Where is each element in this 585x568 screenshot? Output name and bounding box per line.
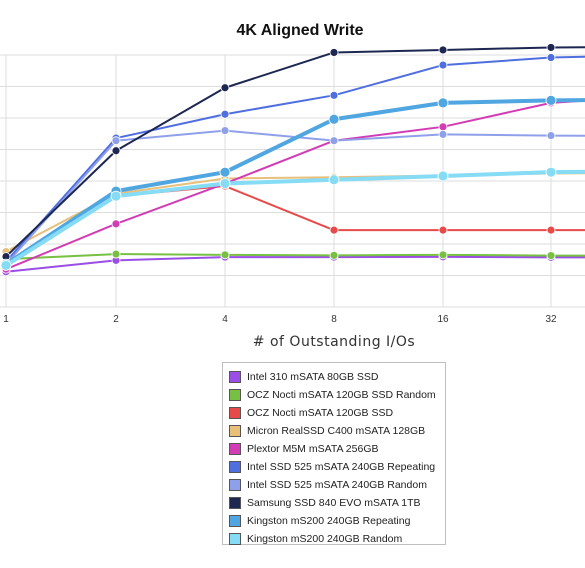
x-tick-label: 2 [113,314,119,325]
data-point [111,249,121,259]
legend-label: Plextor M5M mSATA 256GB [247,443,379,455]
series-9 [0,166,585,271]
data-point [220,109,230,119]
legend-item: Micron RealSSD C400 mSATA 128GB [229,422,439,440]
legend-swatch [229,533,241,545]
series-line [5,185,585,266]
legend-label: Intel SSD 525 mSATA 240GB Repeating [247,461,436,473]
data-point [437,97,449,109]
data-point [111,146,121,156]
data-point [438,250,448,260]
series-6 [1,126,585,269]
legend-item: Samsung SSD 840 EVO mSATA 1TB [229,494,439,512]
legend-swatch [229,389,241,401]
data-point [438,45,448,55]
legend-label: Samsung SSD 840 EVO mSATA 1TB [247,497,421,509]
x-tick-label: 8 [331,314,337,325]
series-7 [1,43,585,262]
legend-item: OCZ Nocti mSATA 120GB SSD [229,404,439,422]
legend-item: OCZ Nocti mSATA 120GB SSD Random [229,386,439,404]
legend-swatch [229,515,241,527]
legend-swatch [229,461,241,473]
data-point [438,122,448,132]
legend-label: Micron RealSSD C400 mSATA 128GB [247,425,426,437]
data-point [546,131,556,141]
data-point [219,178,231,189]
legend-label: Intel SSD 525 mSATA 240GB Random [247,479,427,491]
legend-swatch [229,479,241,491]
chart-title: 4K Aligned Write [236,22,363,39]
series-line [5,255,585,273]
series-4 [1,98,585,274]
data-point [220,83,230,93]
legend-item: Kingston mS200 240GB Repeating [229,512,439,530]
series-line [5,46,585,258]
x-axis-ticks: 1 2 4 8 16 32 [3,314,557,325]
legend-swatch [229,497,241,509]
x-tick-label: 4 [222,314,228,325]
legend-item: Plextor M5M mSATA 256GB [229,440,439,458]
data-point [219,166,231,178]
legend-item: Intel SSD 525 mSATA 240GB Repeating [229,458,439,476]
series-layer [0,43,585,277]
data-point [220,126,230,136]
data-point [545,94,557,106]
data-point [111,219,121,229]
legend-label: Kingston mS200 240GB Random [247,533,403,545]
data-point [328,174,340,186]
legend-label: OCZ Nocti mSATA 120GB SSD Random [247,389,436,401]
data-point [328,113,340,125]
data-point [546,225,556,235]
legend-item: Kingston mS200 240GB Random [229,530,439,548]
data-point [220,250,230,260]
data-point [111,136,121,146]
data-point [437,170,449,182]
data-point [329,136,339,146]
data-point [546,43,556,52]
data-point [329,250,339,260]
legend-item: Intel SSD 525 mSATA 240GB Random [229,476,439,494]
legend-item: Intel 310 mSATA 80GB SSD [229,368,439,386]
data-point [438,225,448,235]
legend-swatch [229,443,241,455]
data-point [329,90,339,100]
data-point [110,190,122,202]
x-tick-label: 1 [3,314,9,325]
x-tick-label: 32 [545,314,557,325]
x-axis-label: # of Outstanding I/Os [253,334,415,350]
x-tick-label: 16 [437,314,449,325]
data-point [546,53,556,62]
data-point [545,166,557,178]
data-point [438,129,448,139]
data-point [546,251,556,260]
data-point [438,60,448,70]
legend-swatch [229,425,241,437]
data-point [329,225,339,235]
data-point [0,260,12,271]
legend: Intel 310 mSATA 80GB SSD OCZ Nocti mSATA … [222,362,446,545]
legend-swatch [229,407,241,419]
series-line [4,169,585,268]
legend-label: Intel 310 mSATA 80GB SSD [247,371,379,383]
data-point [329,48,339,57]
legend-swatch [229,371,241,383]
legend-label: OCZ Nocti mSATA 120GB SSD [247,407,394,419]
legend-label: Kingston mS200 240GB Repeating [247,515,411,527]
